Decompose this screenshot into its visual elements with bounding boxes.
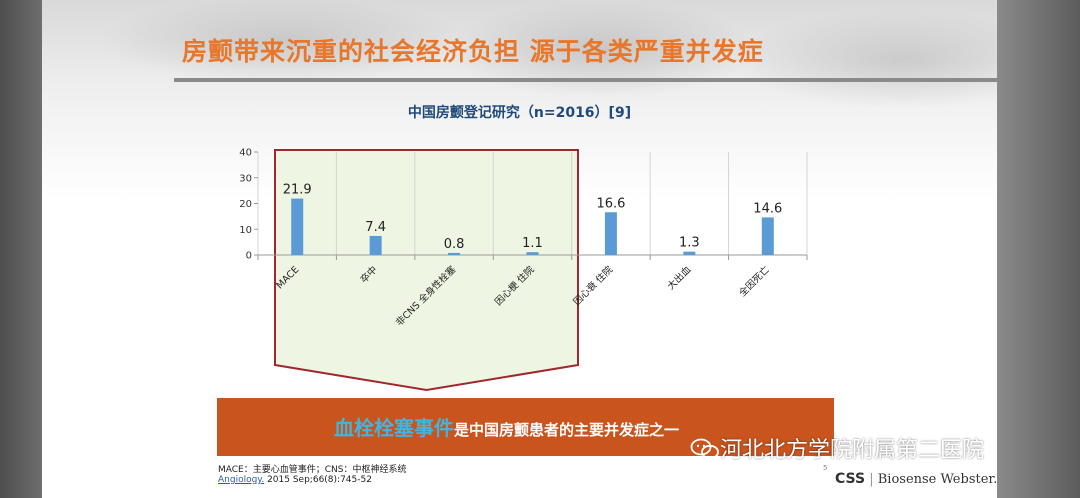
data-label: 7.4 [365, 220, 386, 235]
data-label: 1.3 [679, 236, 700, 251]
bar [761, 217, 774, 255]
wechat-icon [690, 438, 719, 460]
left-border [0, 0, 42, 498]
citation-journal-link[interactable]: Angiology. [218, 475, 265, 485]
bar [291, 198, 304, 255]
y-tick-label: 0 [246, 251, 252, 262]
watermark-text: 河北北方学院附属第二医院 [720, 438, 985, 463]
y-tick-label: 20 [239, 199, 252, 210]
footnote-abbreviations: MACE：主要心血管事件；CNS：中枢神经系统 [218, 465, 407, 475]
citation: Angiology. 2015 Sep;66(8):745-52 [218, 475, 372, 485]
page-number: 5 [823, 464, 828, 472]
bar [448, 252, 461, 255]
bar [683, 251, 696, 255]
bar [369, 235, 382, 255]
banner-text: 血栓栓塞事件是中国房颤患者的主要并发症之一 [334, 412, 679, 441]
watermark: 河北北方学院附属第二医院 [690, 432, 984, 464]
data-label: 21.9 [283, 183, 312, 198]
banner-statement: 是中国房颤患者的主要并发症之一 [454, 421, 680, 439]
y-tick-label: 30 [239, 173, 252, 184]
slide-title: 房颤带来沉重的社会经济负担 源于各类严重并发症 [182, 37, 764, 66]
banner-highlight: 血栓栓塞事件 [334, 416, 454, 440]
sponsor-logo: CSS | Biosense Webster. [835, 471, 997, 487]
right-border [997, 0, 1080, 498]
data-label: 14.6 [753, 201, 782, 216]
data-label: 0.8 [444, 237, 465, 252]
bar [604, 212, 617, 255]
category-label: 全因死亡 [737, 264, 772, 299]
citation-detail: 2015 Sep;66(8):745-52 [264, 475, 372, 485]
logo-css-text: CSS [835, 471, 866, 487]
category-label: 大出血 [665, 263, 694, 292]
logo-biosense-text: Biosense Webster. [877, 472, 997, 487]
y-tick-label: 40 [239, 148, 252, 159]
chart-title: 中国房颤登记研究（n=2016）[9] [407, 105, 632, 121]
y-tick-label: 10 [239, 225, 252, 236]
title-rule [174, 78, 997, 82]
data-label: 1.1 [522, 236, 543, 251]
bar [526, 252, 539, 255]
data-label: 16.6 [596, 196, 625, 211]
conclusion-banner [217, 398, 834, 456]
highlight-region [274, 149, 579, 392]
slide: 房颤带来沉重的社会经济负担 源于各类严重并发症 中国房颤登记研究（n=2016）… [42, 0, 997, 498]
